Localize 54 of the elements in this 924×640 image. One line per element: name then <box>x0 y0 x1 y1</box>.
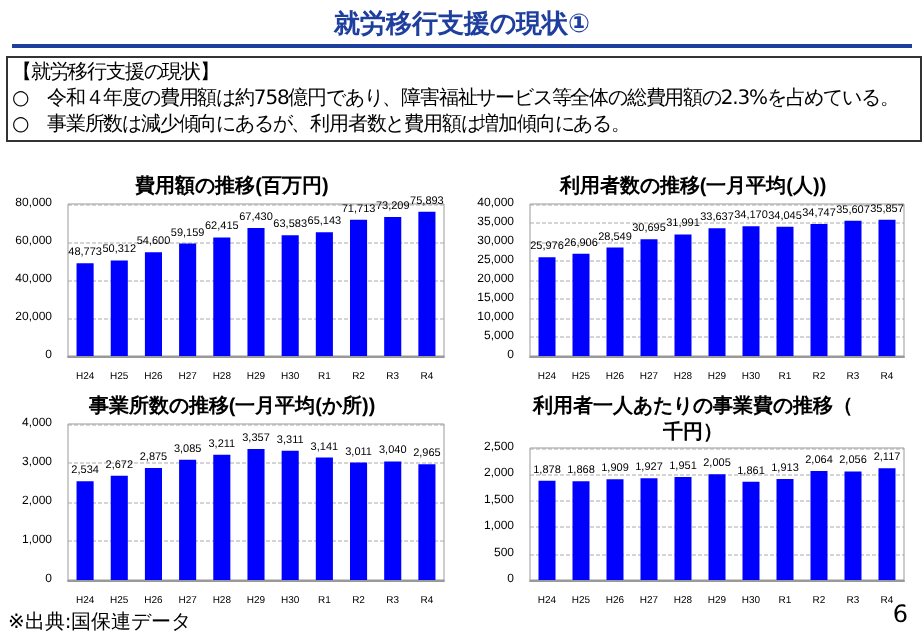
bar <box>76 481 94 580</box>
bar <box>742 226 760 356</box>
bar <box>844 220 862 356</box>
bar <box>213 237 231 356</box>
bar <box>674 476 692 580</box>
bar <box>810 471 828 580</box>
bar <box>572 481 590 580</box>
text: ※出典:国保連データ <box>8 609 192 636</box>
bar <box>776 226 794 356</box>
bar <box>878 468 896 580</box>
bar <box>247 449 265 580</box>
bar <box>144 467 162 580</box>
bar <box>76 263 94 356</box>
bar <box>640 478 658 580</box>
bar <box>538 480 556 580</box>
text: 就労移行支援の現状① <box>331 8 592 42</box>
text: 6 <box>892 600 908 628</box>
bar <box>281 235 299 356</box>
bar <box>350 462 368 580</box>
bar <box>213 454 231 580</box>
bar <box>384 461 402 580</box>
bar <box>418 211 436 356</box>
bar <box>640 239 658 356</box>
bar <box>179 243 197 356</box>
bar <box>179 459 197 580</box>
bar <box>350 219 368 356</box>
bar <box>776 478 794 580</box>
bar <box>418 464 436 580</box>
bar <box>144 252 162 356</box>
bar <box>315 232 333 356</box>
text: ○ 事業所数は減少傾向にあるが、利用者数と費用額は増加傾向にある。 <box>12 112 632 138</box>
bar <box>844 471 862 580</box>
bar <box>606 247 624 356</box>
chart-title: 利用者数の推移(一月平均(人)) <box>557 174 827 198</box>
chart-title: 利用者一人あたりの事業費の推移（千円） <box>531 394 853 444</box>
bar <box>110 475 128 580</box>
bar <box>878 219 896 356</box>
chart-title: 費用額の推移(百万円) <box>133 174 329 198</box>
bar <box>281 450 299 580</box>
bar <box>810 223 828 356</box>
bar <box>247 227 265 356</box>
text: ○ 令和４年度の費用額は約758億円であり、障害福祉サービス等全体の総費用額の2.3%を占めている。 <box>12 86 901 112</box>
bar <box>708 474 726 580</box>
bar <box>674 234 692 356</box>
bar <box>110 260 128 356</box>
bar <box>742 481 760 580</box>
bar <box>538 257 556 356</box>
bar <box>572 253 590 356</box>
text: 【就労移行支援の現状】 <box>12 60 221 86</box>
bar <box>384 216 402 356</box>
bar <box>315 457 333 580</box>
bar <box>606 479 624 580</box>
chart-title: 事業所数の推移(一月平均(か所)) <box>86 394 376 418</box>
bar <box>708 228 726 356</box>
